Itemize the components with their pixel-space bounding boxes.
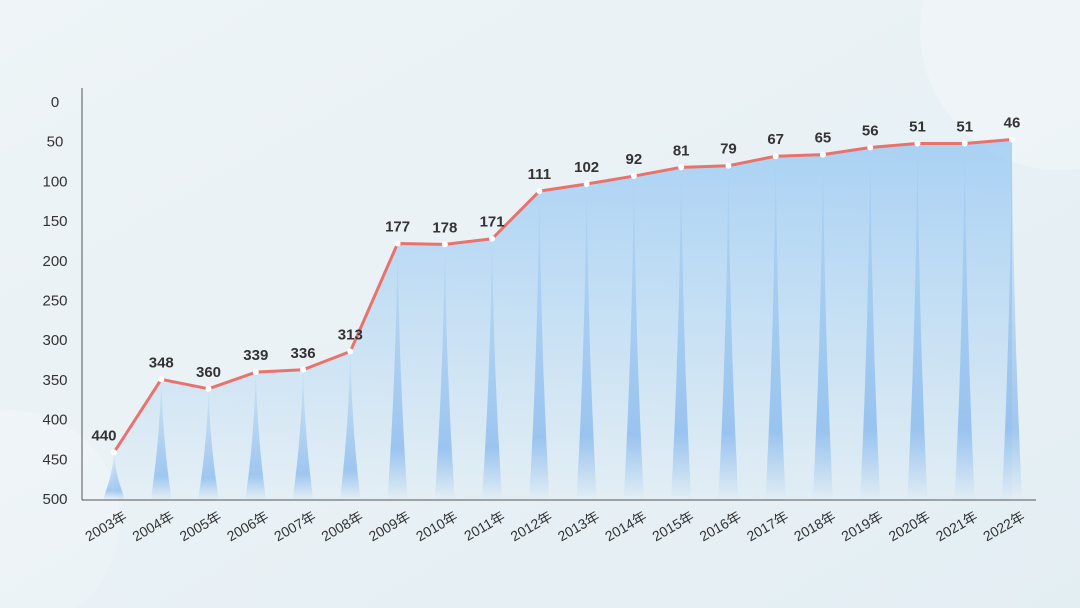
value-label: 360 bbox=[196, 364, 221, 381]
value-label: 79 bbox=[720, 141, 737, 158]
spike bbox=[765, 156, 786, 500]
spike bbox=[907, 143, 928, 500]
point bbox=[205, 385, 212, 392]
y-tick-label: 450 bbox=[42, 451, 67, 468]
value-label: 81 bbox=[673, 142, 690, 159]
y-tick-label: 150 bbox=[42, 213, 67, 230]
value-label: 177 bbox=[385, 219, 410, 236]
value-label: 111 bbox=[528, 166, 551, 183]
plot: 0501001502002503003504004505004402003年34… bbox=[42, 88, 1036, 544]
point bbox=[347, 348, 354, 355]
spike bbox=[529, 191, 550, 500]
value-label: 65 bbox=[815, 130, 832, 147]
point bbox=[772, 153, 779, 160]
point bbox=[678, 164, 685, 171]
line bbox=[112, 138, 1013, 454]
value-label: 440 bbox=[91, 427, 116, 444]
y-tick-label: 300 bbox=[42, 332, 67, 349]
point bbox=[961, 140, 968, 147]
value-label: 336 bbox=[291, 345, 316, 362]
y-tick-label: 100 bbox=[42, 173, 67, 190]
decor-circle bbox=[0, 410, 120, 608]
point bbox=[441, 241, 448, 248]
value-label: 51 bbox=[909, 118, 926, 135]
value-label: 67 bbox=[767, 131, 784, 148]
spike bbox=[954, 143, 975, 500]
point bbox=[725, 162, 732, 169]
point bbox=[252, 369, 259, 376]
y-tick-label: 0 bbox=[51, 94, 59, 111]
point bbox=[630, 173, 637, 180]
value-label: 51 bbox=[956, 118, 973, 135]
point bbox=[914, 140, 921, 147]
spike bbox=[671, 167, 692, 500]
point bbox=[111, 449, 117, 456]
point bbox=[536, 188, 543, 195]
spike bbox=[198, 388, 219, 500]
spike bbox=[1002, 139, 1022, 501]
point bbox=[1009, 136, 1015, 143]
spike bbox=[434, 244, 455, 500]
point bbox=[583, 180, 590, 187]
spike bbox=[387, 243, 408, 500]
y-tick-label: 200 bbox=[42, 253, 67, 270]
spike bbox=[482, 238, 503, 501]
value-label: 171 bbox=[480, 214, 505, 231]
y-tick-label: 500 bbox=[42, 491, 67, 508]
value-label: 178 bbox=[432, 219, 457, 236]
spike bbox=[293, 369, 314, 500]
point bbox=[300, 366, 307, 373]
y-tick-label: 350 bbox=[42, 372, 67, 389]
spike bbox=[623, 176, 644, 500]
spike bbox=[151, 379, 172, 500]
value-label: 313 bbox=[338, 326, 363, 343]
point bbox=[394, 240, 401, 247]
point bbox=[158, 376, 165, 383]
spike bbox=[245, 372, 266, 500]
value-label: 46 bbox=[1004, 114, 1021, 131]
value-label: 348 bbox=[149, 354, 174, 371]
spike bbox=[812, 154, 833, 501]
spike bbox=[340, 351, 361, 500]
value-label: 92 bbox=[626, 151, 643, 168]
spike bbox=[104, 452, 124, 500]
value-label: 56 bbox=[862, 122, 879, 139]
value-label: 339 bbox=[243, 347, 268, 364]
spike bbox=[860, 147, 881, 501]
y-tick-label: 50 bbox=[47, 134, 64, 151]
y-tick-label: 400 bbox=[42, 412, 67, 429]
point bbox=[489, 235, 496, 242]
spike bbox=[576, 183, 597, 500]
area bbox=[114, 139, 1012, 501]
spike bbox=[718, 165, 739, 500]
decor-circle bbox=[920, 0, 1080, 170]
value-label: 102 bbox=[574, 159, 599, 176]
y-tick-label: 250 bbox=[42, 292, 67, 309]
point bbox=[867, 144, 874, 151]
point bbox=[819, 151, 826, 158]
